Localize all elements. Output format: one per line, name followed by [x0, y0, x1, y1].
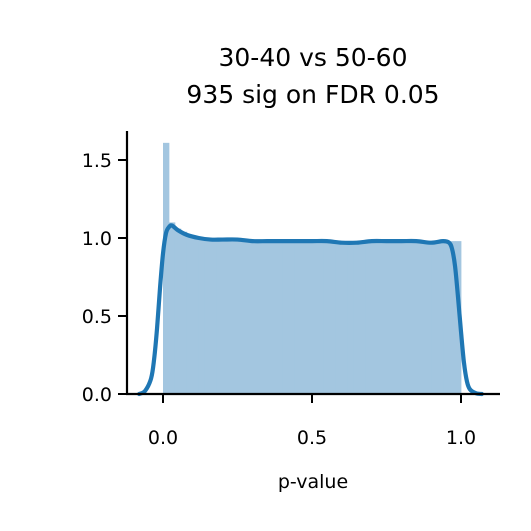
histogram-bar — [198, 238, 206, 394]
histogram-bar — [383, 241, 390, 394]
histogram-bar — [306, 241, 313, 394]
histogram-bar — [204, 239, 212, 394]
histogram-bar — [186, 234, 194, 394]
histogram-bar — [288, 241, 295, 394]
histogram-bar — [216, 239, 223, 394]
histogram-bar — [335, 242, 343, 394]
histogram-bar — [192, 236, 200, 394]
histogram-bar — [323, 242, 331, 394]
histogram-bar — [401, 241, 408, 394]
histogram-bar — [443, 241, 450, 394]
histogram-bar — [282, 239, 289, 394]
histogram-bar — [163, 142, 170, 394]
histogram-bar — [252, 241, 259, 394]
histogram-bar — [413, 241, 420, 394]
y-tick-label: 0.5 — [82, 306, 112, 328]
histogram-bar — [407, 241, 414, 394]
histogram-bar — [377, 241, 384, 394]
histogram-bar — [276, 239, 283, 394]
histogram-bar — [258, 241, 265, 394]
y-tick-label: 1.5 — [82, 150, 112, 172]
histogram-bar — [240, 239, 247, 394]
histogram-bar — [431, 241, 438, 394]
histogram-bar — [389, 241, 396, 394]
histogram-bar — [168, 222, 176, 394]
histogram-bar — [174, 228, 182, 394]
histogram-bar — [180, 231, 188, 394]
histogram-bar — [425, 241, 432, 394]
histogram-bar — [210, 239, 218, 394]
histogram-bar — [365, 241, 372, 394]
histogram-bar — [419, 241, 426, 394]
histogram-bar — [246, 241, 253, 394]
y-tick-label: 0.0 — [82, 384, 112, 406]
histogram-bar — [270, 241, 277, 394]
x-tick-label: 0.0 — [148, 427, 178, 449]
histogram-bar — [300, 241, 307, 394]
histogram-bar — [312, 241, 319, 394]
histogram-bar — [347, 241, 355, 394]
histogram-bar — [371, 241, 378, 394]
histogram-bar — [395, 241, 402, 394]
chart-title-line-1: 30-40 vs 50-60 — [218, 43, 407, 72]
histogram-bar — [294, 241, 301, 394]
histogram-bar — [359, 241, 367, 394]
histogram-bar — [449, 241, 456, 394]
histogram-bar — [353, 241, 361, 394]
density-curve — [137, 223, 484, 397]
density-curve-group — [137, 223, 484, 397]
histogram-bar — [228, 238, 235, 394]
chart-title-line-2: 935 sig on FDR 0.05 — [186, 80, 439, 109]
histogram-bar — [264, 241, 271, 394]
histogram-bar — [329, 242, 337, 394]
histogram-bar — [437, 241, 444, 394]
histogram-bar — [234, 239, 241, 394]
x-axis-label: p-value — [278, 471, 348, 493]
y-tick-label: 1.0 — [82, 228, 112, 250]
x-tick-label: 1.0 — [446, 427, 476, 449]
histogram-bar — [341, 241, 349, 394]
histogram-bar — [222, 239, 229, 394]
ticks: 0.0 0.5 1.0 0.0 0.5 1.0 1.5 — [82, 150, 476, 449]
x-tick-label: 0.5 — [297, 427, 327, 449]
histogram-bar — [317, 242, 325, 394]
histogram-bars — [163, 142, 462, 394]
